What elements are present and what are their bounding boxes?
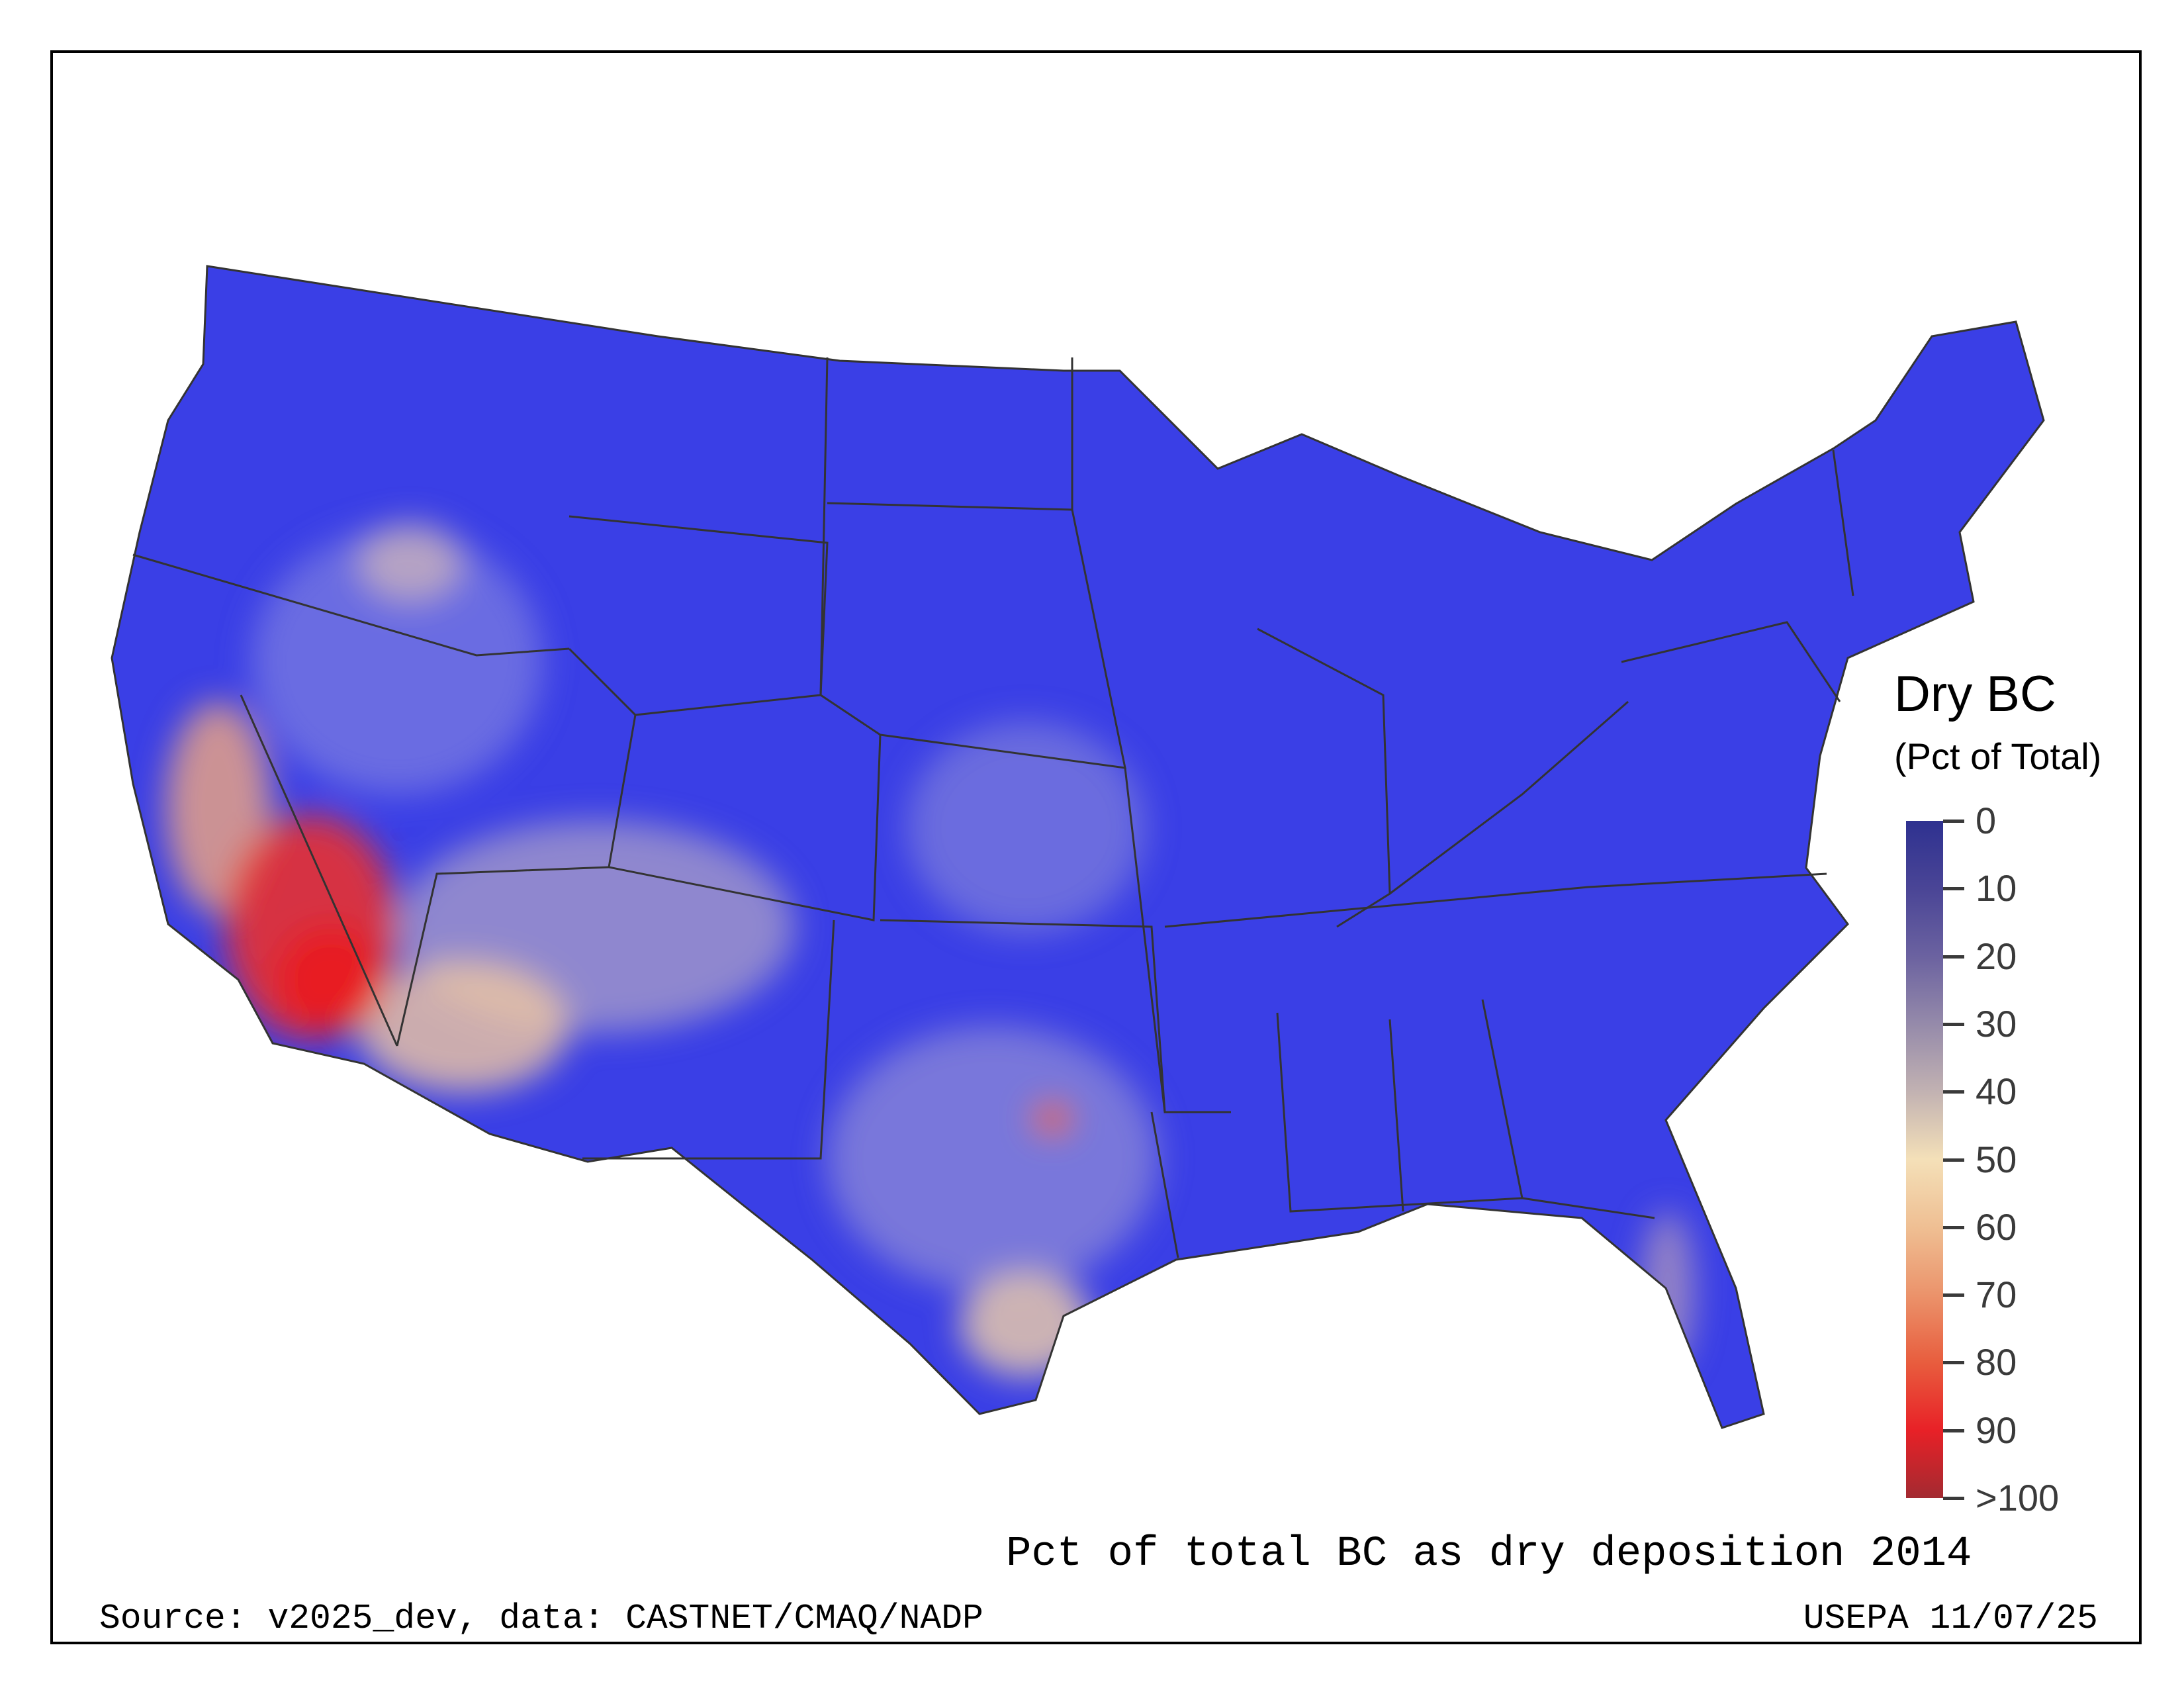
state-borders (132, 357, 1854, 1258)
tick-mark (1943, 1090, 1964, 1094)
tick-label: 30 (1976, 1002, 2017, 1045)
legend-title: Dry BC (1894, 666, 2056, 722)
map-title: Pct of total BC as dry deposition 2014 (1006, 1530, 1972, 1578)
tick-mark (1943, 1497, 1964, 1500)
tick-mark (1943, 1225, 1964, 1229)
tick-label: 10 (1976, 867, 2017, 910)
plot-frame (50, 50, 2142, 1644)
tick-label: 50 (1976, 1138, 2017, 1180)
tick-label: 70 (1976, 1274, 2017, 1316)
color-bar (1906, 821, 1943, 1498)
tick-label: 20 (1976, 935, 2017, 977)
source-text: Source: v2025_dev, data: CASTNET/CMAQ/NA… (99, 1599, 983, 1638)
tick-label: 40 (1976, 1070, 2017, 1113)
tick-mark (1943, 1158, 1964, 1162)
tick-mark (1943, 820, 1964, 823)
tick-label: 60 (1976, 1205, 2017, 1248)
tick-label: 90 (1976, 1409, 2017, 1451)
tick-mark (1943, 1361, 1964, 1365)
tick-label: 0 (1976, 800, 1997, 841)
legend-subtitle: (Pct of Total) (1894, 735, 2102, 777)
tick-label: 80 (1976, 1341, 2017, 1383)
tick-mark (1943, 1429, 1964, 1432)
tick-mark (1943, 955, 1964, 959)
tick-mark (1943, 887, 1964, 891)
tick-mark (1943, 1022, 1964, 1026)
tick-mark (1943, 1293, 1964, 1297)
tick-label: >100 (1976, 1477, 2060, 1519)
credit-text: USEPA 11/07/25 (1803, 1599, 2098, 1638)
